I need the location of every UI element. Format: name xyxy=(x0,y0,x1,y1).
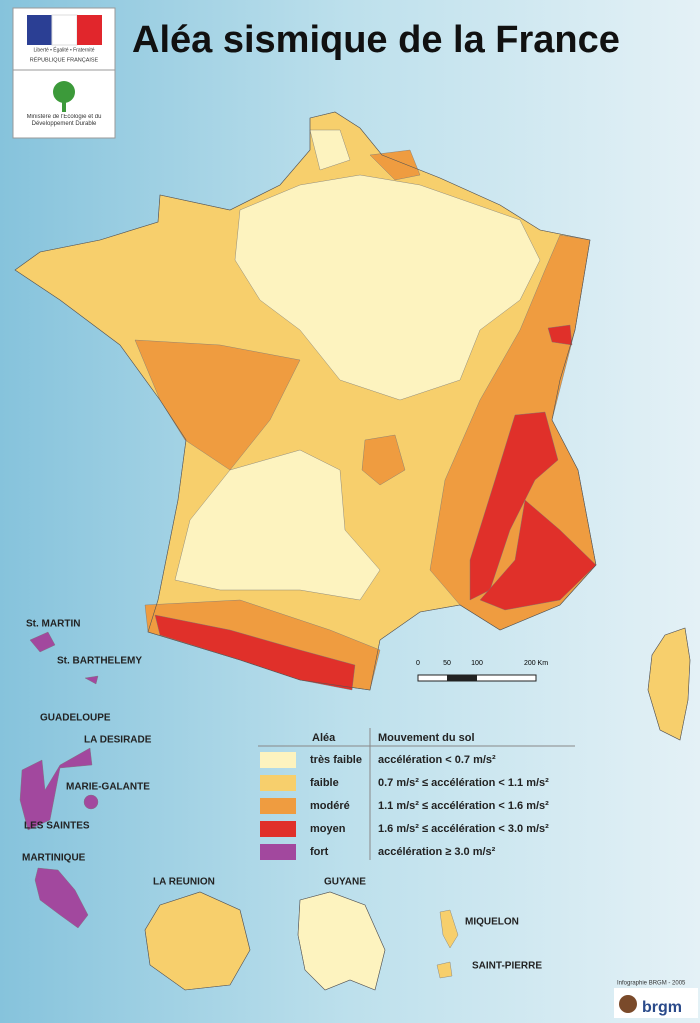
title: Aléa sismique de la France xyxy=(132,19,620,61)
territory-label: MARIE-GALANTE xyxy=(66,782,150,793)
hazard-zone xyxy=(361,434,406,486)
legend-level: fort xyxy=(310,846,329,858)
scale-label: 200 Km xyxy=(524,660,548,667)
hazard-zone xyxy=(154,614,356,691)
legend-range: accélération < 0.7 m/s² xyxy=(378,754,496,766)
hazard-zone xyxy=(234,174,541,401)
legend-range: 1.1 m/s² ≤ accélération < 1.6 m/s² xyxy=(378,800,549,812)
scale-label: 100 xyxy=(471,660,483,667)
hazard-zone xyxy=(84,675,99,685)
overseas: St. MARTIN St. BARTHELEMY GUADELOUPE LA … xyxy=(19,619,542,991)
ministry: Ministère de l'Écologie et du Développem… xyxy=(26,114,102,127)
france-map xyxy=(14,111,691,741)
hazard-zone xyxy=(19,747,93,831)
credit: Infographie BRGM - 2005 xyxy=(617,981,686,987)
legend-swatch xyxy=(260,844,296,860)
territory-label: GUADELOUPE xyxy=(40,713,111,724)
legend-level: très faible xyxy=(310,754,362,766)
legend-header: Aléa xyxy=(312,732,336,744)
legend-range: 1.6 m/s² ≤ accélération < 3.0 m/s² xyxy=(378,823,549,835)
territory-label: MIQUELON xyxy=(465,917,519,928)
hazard-zone xyxy=(439,909,459,949)
legend-swatch xyxy=(260,821,296,837)
logo-mark xyxy=(619,995,637,1013)
legend-range: 0.7 m/s² ≤ accélération < 1.1 m/s² xyxy=(378,777,549,789)
territory-label: St. MARTIN xyxy=(26,619,80,630)
hazard-zone xyxy=(34,867,89,929)
territory-label: LA DESIRADE xyxy=(84,735,152,746)
legend-level: moyen xyxy=(310,823,346,835)
hazard-zone xyxy=(547,324,573,346)
legend-swatch xyxy=(260,752,296,768)
scale-label: 50 xyxy=(443,660,451,667)
hazard-zone xyxy=(469,411,559,601)
territory-label: LA REUNION xyxy=(153,877,215,888)
hazard-zone xyxy=(174,449,381,601)
territory-label: GUYANE xyxy=(324,877,366,888)
hazard-zone xyxy=(83,794,99,810)
scale-bar: 0 50 100 200 Km xyxy=(416,660,548,682)
hazard-zone xyxy=(309,129,351,171)
republic: RÉPUBLIQUE FRANÇAISE xyxy=(30,56,99,63)
hazard-zone xyxy=(436,961,453,979)
legend-level: modéré xyxy=(310,800,350,812)
hazard-zone xyxy=(29,631,56,653)
territory-label: LES SAINTES xyxy=(24,821,90,832)
motto: Liberté • Égalité • Fraternité xyxy=(33,46,94,53)
legend-level: faible xyxy=(310,777,339,789)
legend-swatch xyxy=(260,798,296,814)
hazard-zone xyxy=(369,149,421,181)
territory-label: MARTINIQUE xyxy=(22,853,86,864)
legend-range: accélération ≥ 3.0 m/s² xyxy=(378,846,496,858)
legend-swatch xyxy=(260,775,296,791)
hazard-zone xyxy=(479,499,597,611)
territory-label: St. BARTHELEMY xyxy=(57,656,142,667)
legend-header: Mouvement du sol xyxy=(378,732,475,744)
territory-label: SAINT-PIERRE xyxy=(472,961,542,972)
logo-block: Liberté • Égalité • Fraternité RÉPUBLIQU… xyxy=(12,7,116,139)
logo-text: brgm xyxy=(642,999,682,1016)
legend: Aléa Mouvement du sol très faible accélér… xyxy=(258,728,575,860)
scale-label: 0 xyxy=(416,660,420,667)
